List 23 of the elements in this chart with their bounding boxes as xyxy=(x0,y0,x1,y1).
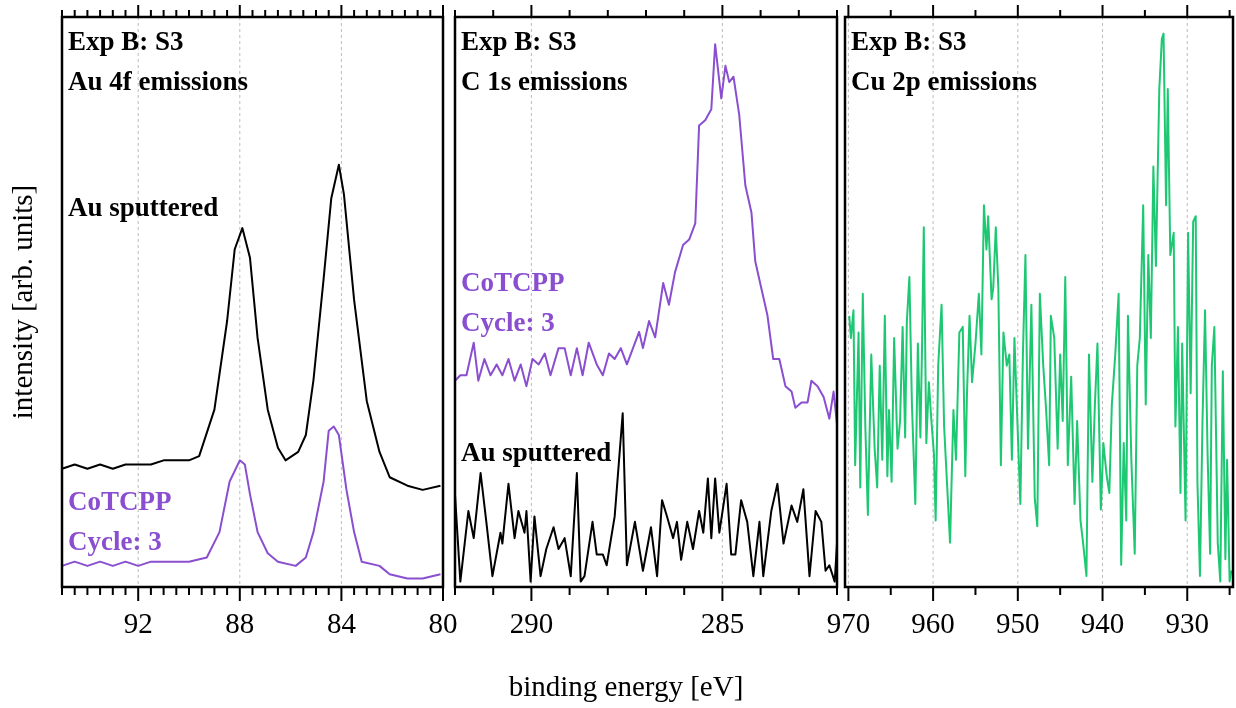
chart-title: Exp B: S3 xyxy=(461,26,577,56)
x-tick-label: 960 xyxy=(911,607,955,639)
x-tick-label: 92 xyxy=(123,607,153,639)
x-tick-label: 80 xyxy=(428,607,458,639)
chart-subtitle: Au 4f emissions xyxy=(68,66,249,96)
x-tick-label: 285 xyxy=(700,607,745,639)
x-tick-label: 84 xyxy=(326,607,357,639)
chart-title: Exp B: S3 xyxy=(851,26,967,56)
series-label: Au sputtered xyxy=(461,437,612,467)
x-axis-title: binding energy [eV] xyxy=(508,670,744,702)
x-tick-label: 970 xyxy=(826,607,871,639)
text: Cu 2p emissions xyxy=(851,66,1038,96)
series-label: Au sputtered xyxy=(68,192,219,223)
x-tick-label: 950 xyxy=(996,607,1040,639)
x-tick-label: 290 xyxy=(509,607,554,639)
text: C 1s emissions xyxy=(461,66,628,96)
x-tick-label: 930 xyxy=(1165,607,1209,639)
x-tick-label: 88 xyxy=(225,607,255,639)
series-label: CoTCPP Cycle: 3 xyxy=(68,485,172,556)
chart-title: Exp B: S3 xyxy=(68,26,184,56)
x-tick-label: 940 xyxy=(1080,607,1125,639)
y-axis-title: intensity [arb. units] xyxy=(6,184,38,420)
series-label: CoTCPP Cycle: 3 xyxy=(461,266,565,337)
